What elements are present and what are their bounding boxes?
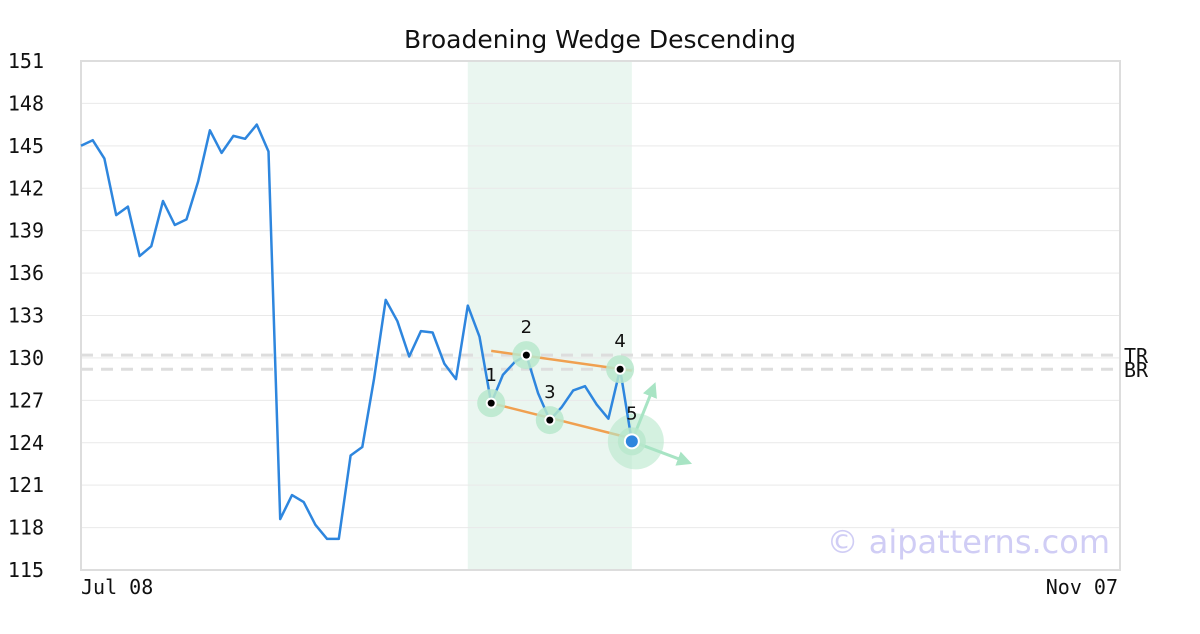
y-tick-label: 151 [8,49,44,73]
pattern-points: 1 2 3 4 5 [477,317,646,456]
pattern-point-marker [623,433,640,450]
pattern-point-marker [546,416,554,424]
y-tick-label: 115 [8,558,44,582]
reference-label: BR [1124,358,1149,382]
y-tick-label: 148 [8,91,44,115]
pattern-point-marker [522,351,530,359]
pattern-point-marker [487,399,495,407]
y-tick-label: 145 [8,134,44,158]
y-tick-label: 124 [8,431,44,455]
y-tick-label: 118 [8,516,44,540]
y-tick-labels: 115 118 121 124 127 130 133 136 139 142 145 148 151 [8,49,44,582]
y-tick-label: 127 [8,388,44,412]
y-tick-label: 133 [8,304,44,328]
price-series-line [80,123,634,541]
y-tick-label: 121 [8,473,44,497]
gridlines [81,102,1120,529]
pattern-point-marker [616,365,624,373]
watermark: © aipatterns.com [827,523,1110,561]
y-tick-label: 139 [8,219,44,243]
y-tick-label: 142 [8,176,44,200]
x-tick-labels: Jul 08 Nov 07 [81,575,1118,599]
chart-title: Broadening Wedge Descending [404,25,796,54]
plot-frame [80,60,1121,571]
pattern-point-label: 1 [485,365,496,386]
y-tick-label: 130 [8,346,44,370]
x-tick-label: Jul 08 [81,575,153,599]
pattern-point-label: 4 [614,331,625,352]
pattern-point-label: 2 [521,317,532,338]
y-tick-label: 136 [8,261,44,285]
x-tick-label: Nov 07 [1046,575,1118,599]
pattern-point-label: 3 [544,382,555,403]
reference-label: TR [1124,344,1149,368]
pattern-point-label: 5 [626,403,637,424]
